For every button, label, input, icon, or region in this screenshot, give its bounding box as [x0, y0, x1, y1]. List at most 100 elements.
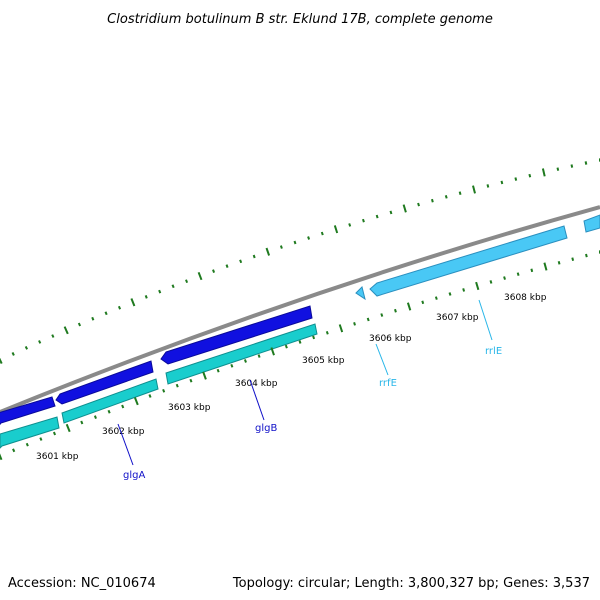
gene-label-glgA: glgA [123, 470, 145, 481]
inner-tick [121, 404, 125, 409]
outer-tick [91, 316, 95, 321]
outer-tick [77, 322, 82, 327]
forward-cds-track [0, 305, 313, 426]
inner-tick [557, 261, 561, 265]
outer-tick [225, 264, 229, 268]
reverse-cds-track [0, 323, 318, 449]
outer-tick [104, 311, 108, 316]
outer-tick [293, 240, 297, 245]
outer-tick [431, 198, 434, 203]
leader-rrfE [375, 343, 389, 376]
outer-tick [185, 279, 189, 284]
outer-tick [458, 191, 462, 195]
scale-labels: 3601 kbp 3602 kbp 3603 kbp 3604 kbp 3605… [36, 293, 547, 462]
outer-tick [38, 340, 42, 344]
scale-label-3606: 3606 kbp [369, 334, 412, 344]
inner-tick [39, 437, 43, 441]
rrna-rrlE [369, 225, 568, 297]
outer-tick [307, 236, 311, 240]
inner-tick [298, 340, 302, 344]
outer-tick [389, 210, 393, 215]
scale-label-3604: 3604 kbp [235, 379, 278, 389]
inner-tick [406, 302, 412, 311]
cds-forward-2 [55, 360, 154, 405]
map-title: Clostridium botulinum B str. Eklund 17B,… [107, 12, 493, 27]
inner-tick [107, 409, 111, 414]
inner-tick [52, 431, 57, 436]
outer-tick [279, 245, 283, 249]
rrna-rrfE [355, 286, 366, 301]
outer-tick [514, 177, 518, 181]
inner-tick [133, 397, 139, 406]
inner-tick [93, 415, 97, 419]
outer-tick [570, 164, 574, 168]
outer-tick [444, 195, 448, 199]
outer-tick [212, 269, 216, 273]
inner-tick [543, 262, 548, 271]
outer-tick [171, 284, 175, 289]
outer-tick [24, 345, 29, 350]
inner-tick [475, 281, 480, 291]
inner-tick [80, 420, 84, 425]
inner-tick [366, 317, 370, 322]
inner-tick [65, 423, 71, 433]
outer-tick [472, 185, 476, 194]
outer-tick [417, 202, 420, 207]
outer-tick [239, 259, 243, 264]
outer-tick [11, 351, 15, 356]
inner-tick [462, 288, 466, 292]
inner-tick [270, 347, 275, 356]
inner-tick [516, 272, 520, 276]
inner-tick [312, 335, 316, 340]
scale-label-3607: 3607 kbp [436, 313, 479, 323]
inner-tick [571, 257, 575, 261]
gene-label-glgB: glgB [255, 423, 277, 434]
genome-summary-text: Topology: circular; Length: 3,800,327 bp… [232, 576, 590, 591]
inner-tick [230, 363, 234, 368]
inner-tick [202, 371, 207, 380]
inner-tick [0, 453, 3, 461]
outer-tick [486, 184, 490, 188]
outer-tick [348, 223, 352, 227]
inner-tick [434, 296, 438, 300]
inner-tick [216, 368, 220, 373]
outer-tick [252, 254, 256, 259]
leader-rrlE [478, 299, 493, 341]
backbone-circle [0, 205, 600, 414]
inner-tick [503, 276, 506, 280]
inner-tick [448, 292, 452, 296]
leader-glgB [249, 379, 265, 421]
inner-tick [489, 280, 493, 284]
outer-tick [63, 326, 69, 335]
outer-tick [0, 357, 3, 365]
inner-tick [162, 388, 166, 393]
outer-tick [197, 271, 203, 281]
outer-tick [500, 180, 504, 185]
inner-tick [325, 330, 329, 335]
scale-label-3601: 3601 kbp [36, 452, 79, 462]
rrna-next [583, 214, 600, 233]
inner-tick [189, 378, 193, 383]
scale-label-3603: 3603 kbp [168, 403, 211, 413]
outer-tick [158, 289, 162, 294]
inner-tick [421, 300, 425, 305]
outer-tick [144, 295, 148, 299]
inner-tick [175, 383, 179, 388]
gene-label-rrlE: rrlE [485, 346, 502, 357]
outer-tick [528, 173, 532, 178]
cds-reverse-3 [165, 323, 318, 385]
outer-tick [402, 204, 407, 213]
scale-label-3605: 3605 kbp [302, 356, 345, 366]
cds-forward-3 [160, 305, 313, 365]
inner-tick [380, 313, 384, 317]
outer-tick-marks [0, 158, 600, 365]
cds-reverse-2 [61, 378, 159, 424]
outer-tick [130, 298, 136, 307]
rrna-track [355, 214, 600, 301]
outer-tick [333, 225, 339, 234]
scale-label-3602: 3602 kbp [102, 427, 145, 437]
inner-tick [243, 359, 247, 363]
inner-tick-marks [0, 250, 600, 461]
inner-tick [585, 253, 588, 258]
outer-tick [556, 167, 560, 171]
